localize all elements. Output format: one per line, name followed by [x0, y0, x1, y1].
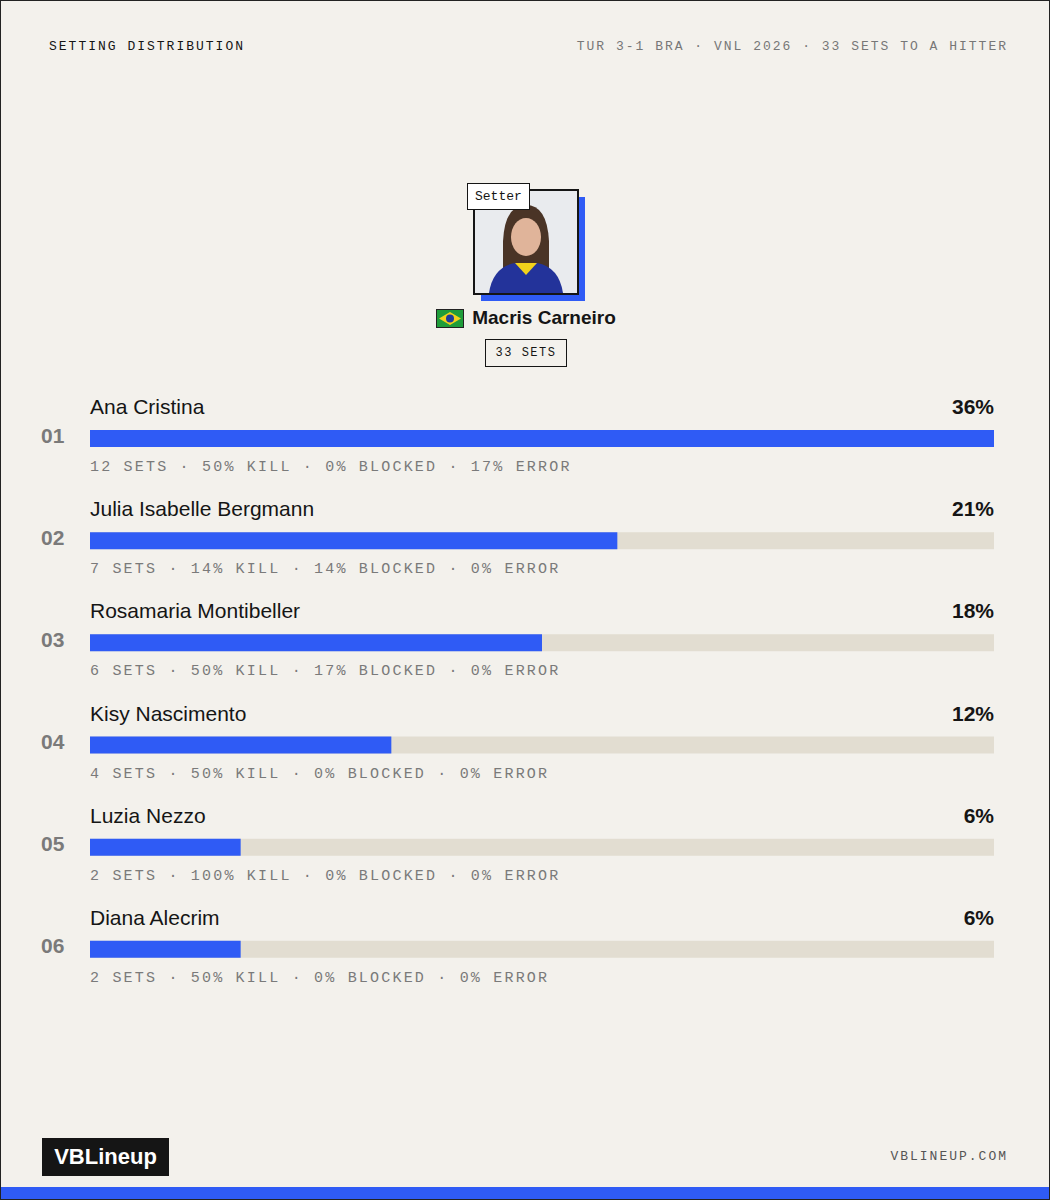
svg-text:05: 05: [41, 832, 65, 855]
svg-text:6 SETS · 50% KILL · 17% BLOCKE: 6 SETS · 50% KILL · 17% BLOCKED · 0% ERR…: [90, 663, 560, 680]
html-text:TUR 3-1 BRA · VNL 2026 · 33 SE: TUR 3-1 BRA · VNL 2026 · 33 SETS TO A HI…: [576, 39, 1008, 54]
html-text:Setter: Setter: [475, 189, 522, 204]
svg-text:Kisy Nascimento: Kisy Nascimento: [90, 702, 246, 725]
svg-text:12 SETS · 50% KILL · 0% BLOCKE: 12 SETS · 50% KILL · 0% BLOCKED · 17% ER…: [90, 459, 572, 476]
svg-text:02: 02: [41, 526, 64, 549]
svg-text:4 SETS · 50% KILL · 0% BLOCKED: 4 SETS · 50% KILL · 0% BLOCKED · 0% ERRO…: [90, 766, 549, 783]
html-text:Macris Carneiro: Macris Carneiro: [472, 307, 616, 328]
svg-text:03: 03: [41, 628, 64, 651]
svg-text:6%: 6%: [964, 906, 995, 929]
html-text:VBLineup: VBLineup: [54, 1144, 157, 1169]
svg-text:Diana Alecrim: Diana Alecrim: [90, 906, 220, 929]
svg-text:12%: 12%: [952, 702, 994, 725]
svg-text:Ana Cristina: Ana Cristina: [90, 395, 205, 418]
svg-text:Rosamaria Montibeller: Rosamaria Montibeller: [90, 599, 300, 622]
html-text:VBLINEUP.COM: VBLINEUP.COM: [890, 1149, 1008, 1164]
svg-text:01: 01: [41, 424, 65, 447]
svg-text:7 SETS · 14% KILL · 14% BLOCKE: 7 SETS · 14% KILL · 14% BLOCKED · 0% ERR…: [90, 561, 560, 578]
html-text:SETTING DISTRIBUTION: SETTING DISTRIBUTION: [49, 39, 245, 54]
svg-text:06: 06: [41, 934, 64, 957]
svg-text:18%: 18%: [952, 599, 994, 622]
svg-text:2 SETS · 50% KILL · 0% BLOCKED: 2 SETS · 50% KILL · 0% BLOCKED · 0% ERRO…: [90, 970, 549, 987]
svg-text:36%: 36%: [952, 395, 994, 418]
html-text:33 SETS: 33 SETS: [495, 346, 557, 360]
svg-text:Luzia Nezzo: Luzia Nezzo: [90, 804, 206, 827]
svg-text:04: 04: [41, 730, 65, 753]
svg-text:Julia Isabelle Bergmann: Julia Isabelle Bergmann: [90, 497, 314, 520]
svg-text:6%: 6%: [964, 804, 995, 827]
svg-text:2 SETS · 100% KILL · 0% BLOCKE: 2 SETS · 100% KILL · 0% BLOCKED · 0% ERR…: [90, 868, 560, 885]
svg-text:21%: 21%: [952, 497, 994, 520]
